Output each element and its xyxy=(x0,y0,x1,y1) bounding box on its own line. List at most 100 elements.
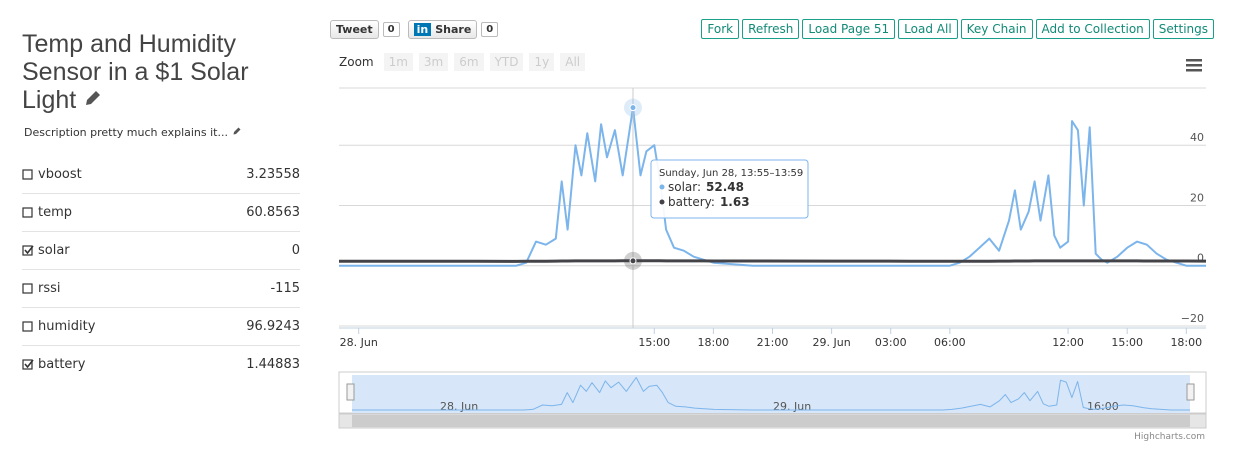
checkbox-check xyxy=(24,245,34,254)
zoom-button[interactable]: 6m xyxy=(454,53,484,71)
checkbox[interactable] xyxy=(22,244,34,257)
share-label: Share xyxy=(435,23,472,36)
field-value: 0 xyxy=(291,243,300,258)
edit-icon[interactable] xyxy=(83,88,103,108)
edit-icon[interactable] xyxy=(232,126,242,136)
field-list: vboost 3.23558 temp 60.8563 solar 0 rssi -115 hu… xyxy=(22,156,300,383)
series-line xyxy=(339,106,1206,267)
navigator-handle[interactable] xyxy=(346,383,355,401)
checkbox-check xyxy=(24,359,34,368)
toolbar: Fork Refresh Load Page 51 Load All Key Chain… xyxy=(701,19,1214,39)
tooltip-label: solar: xyxy=(668,180,701,194)
checkbox-box xyxy=(22,206,33,218)
y-tick-label: 40 xyxy=(1190,131,1204,144)
x-tick-label: 21:00 xyxy=(757,336,789,349)
checkbox-box xyxy=(22,320,33,332)
field-name: rssi xyxy=(38,281,61,296)
navigator-label: 29. Jun xyxy=(773,400,811,413)
zoom-button[interactable]: YTD xyxy=(489,53,524,71)
x-tick-label: 03:00 xyxy=(875,336,907,349)
tooltip-header: Sunday, Jun 28, 13:55–13:59 xyxy=(659,168,803,179)
field-value: 96.9243 xyxy=(246,319,300,334)
navigator-label: 28. Jun xyxy=(440,400,478,413)
tooltip-dot xyxy=(659,184,665,190)
scrollbar-thumb[interactable] xyxy=(352,415,1190,427)
checkbox[interactable] xyxy=(22,358,34,371)
field-value: -115 xyxy=(270,281,300,296)
y-tick-label: −20 xyxy=(1181,312,1204,325)
checkbox-box xyxy=(22,282,33,294)
field-name: temp xyxy=(38,205,73,220)
navigator-selection xyxy=(352,375,1190,413)
checkbox[interactable] xyxy=(22,282,34,295)
tooltip-dot xyxy=(659,199,665,205)
toolbar-button[interactable]: Key Chain xyxy=(960,19,1033,39)
checkbox[interactable] xyxy=(22,320,34,333)
toolbar-button[interactable]: Refresh xyxy=(742,19,800,39)
share-button[interactable]: in Share xyxy=(407,20,478,39)
x-tick-label: 18:00 xyxy=(1170,336,1202,349)
checkbox[interactable] xyxy=(22,168,34,181)
series-line xyxy=(352,377,1190,411)
zoom-button[interactable]: 3m xyxy=(418,53,449,71)
field-name: humidity xyxy=(38,319,96,334)
field-value: 3.23558 xyxy=(246,167,300,182)
zoom-button[interactable]: 1m xyxy=(383,53,413,71)
toolbar-button[interactable]: Load Page 51 xyxy=(802,19,896,39)
field-row: rssi -115 xyxy=(22,270,300,308)
checkbox-box xyxy=(22,168,33,180)
toolbar-button[interactable]: Fork xyxy=(701,19,740,39)
x-tick-label: 29. Jun xyxy=(813,336,851,349)
toolbar-button[interactable]: Add to Collection xyxy=(1035,19,1150,39)
x-tick-label: 18:00 xyxy=(698,336,730,349)
page-title: Temp and Humidity Sensor in a $1 Solar L… xyxy=(22,30,282,114)
tweet-count: 0 xyxy=(382,22,400,37)
field-name: vboost xyxy=(38,167,82,182)
zoom-label: Zoom xyxy=(339,55,374,69)
x-tick-label: 12:00 xyxy=(1052,336,1084,349)
y-tick-label: 20 xyxy=(1190,191,1204,204)
field-row: solar 0 xyxy=(22,232,300,270)
share-count: 0 xyxy=(481,22,499,37)
tooltip-row: solar: 52.48 xyxy=(668,180,744,194)
x-tick-label: 28. Jun xyxy=(340,336,378,349)
navigator-handle[interactable] xyxy=(1186,383,1195,401)
tooltip-value: 52.48 xyxy=(706,180,744,194)
tooltip-row: battery: 1.63 xyxy=(668,195,750,209)
x-tick-label: 15:00 xyxy=(638,336,670,349)
toolbar-button[interactable]: Settings xyxy=(1152,19,1214,39)
field-name: solar xyxy=(38,243,70,258)
zoom-button[interactable]: 1y xyxy=(529,53,555,71)
description: Description pretty much explains it... xyxy=(24,126,242,139)
series-line xyxy=(339,259,1207,263)
field-row: vboost 3.23558 xyxy=(22,156,300,194)
tooltip-box xyxy=(650,159,809,219)
toolbar-button[interactable]: Load All xyxy=(898,19,958,39)
y-tick-label: 0 xyxy=(1197,252,1204,265)
title-text: Temp and Humidity Sensor in a $1 Solar L… xyxy=(22,30,249,114)
field-value: 60.8563 xyxy=(246,205,300,220)
hover-point xyxy=(629,104,637,112)
checkbox-box xyxy=(22,244,33,256)
plot-area: −20 0 20 40 28. Jun 15:00 18:00 21:00 29. Jun 03:… xyxy=(339,87,1207,349)
menu-icon[interactable] xyxy=(1186,59,1202,72)
x-tick-label: 06:00 xyxy=(934,336,966,349)
zoom-bar: Zoom 1m 3m 6m YTD 1y All xyxy=(339,53,586,71)
hover-point xyxy=(629,257,637,265)
credits[interactable]: Highcharts.com xyxy=(1134,432,1205,442)
zoom-button[interactable]: All xyxy=(560,53,586,71)
field-row: humidity 96.9243 xyxy=(22,308,300,346)
social-bar: Tweet 0 in Share 0 xyxy=(330,20,499,39)
field-value: 1.44883 xyxy=(246,357,300,372)
linkedin-icon: in xyxy=(413,23,432,36)
tweet-button[interactable]: Tweet xyxy=(330,20,379,39)
field-name: battery xyxy=(38,357,86,372)
field-row: temp 60.8563 xyxy=(22,194,300,232)
tooltip-value: 1.63 xyxy=(720,195,750,209)
checkbox[interactable] xyxy=(22,206,34,219)
field-row: battery 1.44883 xyxy=(22,346,300,383)
